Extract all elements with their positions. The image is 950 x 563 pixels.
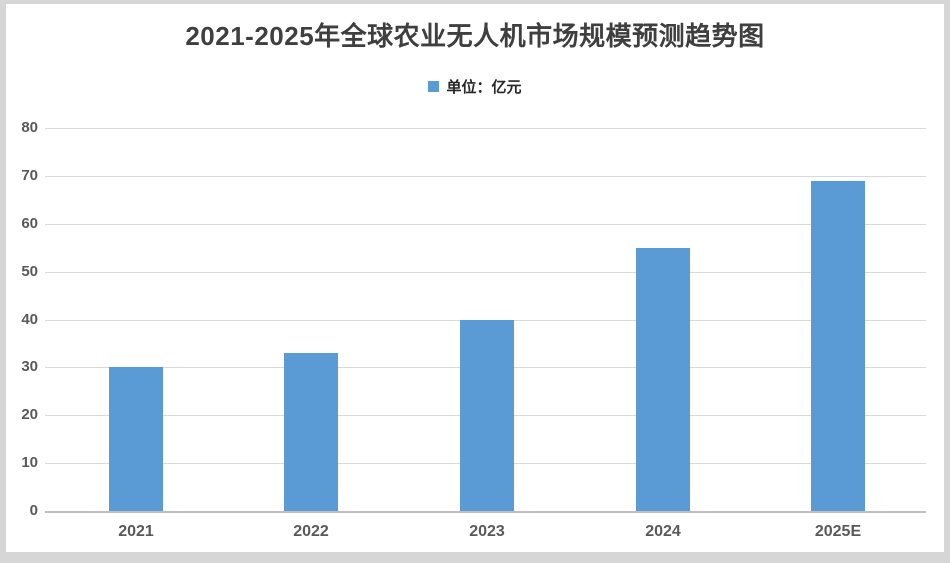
gridline-y60 — [45, 224, 926, 225]
bar-2023 — [460, 320, 514, 512]
chart-title: 2021-2025年全球农业无人机市场规模预测趋势图 — [185, 21, 765, 51]
y-axis-tick-label-60: 60 — [21, 215, 38, 232]
legend-label: 单位：亿元 — [446, 79, 522, 96]
bar-2021 — [109, 367, 163, 511]
x-axis-tick-label-2024: 2024 — [645, 523, 681, 540]
y-axis-tick-label-50: 50 — [21, 263, 38, 280]
y-axis-tick-label-0: 0 — [29, 502, 38, 519]
y-axis-tick-label-40: 40 — [21, 311, 38, 328]
y-axis-tick-label-80: 80 — [21, 119, 38, 136]
x-axis-tick-label-2021: 2021 — [118, 523, 154, 540]
bar-2025E — [811, 181, 865, 511]
bar-2022 — [284, 353, 338, 511]
bar-2024 — [636, 248, 690, 511]
gridline-y70 — [45, 176, 926, 177]
x-axis-line — [45, 511, 926, 513]
legend-marker-icon — [428, 81, 440, 92]
legend: 单位：亿元 — [0, 76, 950, 97]
gridline-y50 — [45, 272, 926, 273]
y-axis-tick-label-30: 30 — [21, 358, 38, 375]
gridline-y80 — [45, 128, 926, 129]
y-axis-tick-label-20: 20 — [21, 406, 38, 423]
y-axis-tick-label-70: 70 — [21, 167, 38, 184]
y-axis-tick-label-10: 10 — [21, 454, 38, 471]
x-axis-tick-label-2022: 2022 — [293, 523, 329, 540]
x-axis-tick-label-2025E: 2025E — [814, 523, 862, 540]
x-axis-tick-label-2023: 2023 — [469, 523, 505, 540]
